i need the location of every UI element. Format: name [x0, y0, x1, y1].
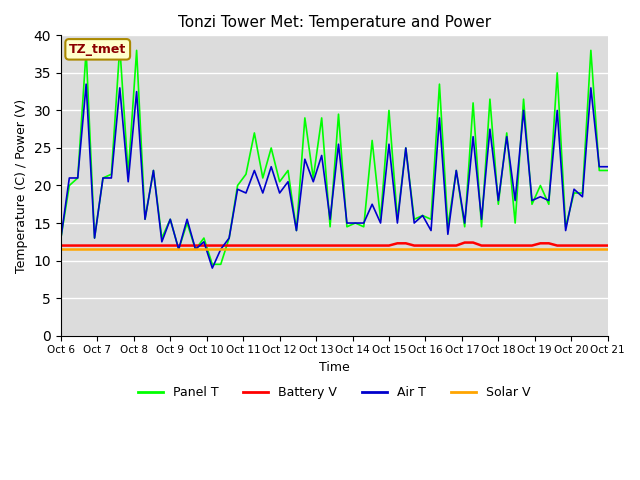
Solar V: [486, 246, 493, 252]
Solar V: [191, 246, 199, 252]
Air T: [242, 190, 250, 196]
Battery V: [461, 240, 468, 245]
Solar V: [292, 246, 300, 252]
Legend: Panel T, Battery V, Air T, Solar V: Panel T, Battery V, Air T, Solar V: [133, 382, 536, 405]
Solar V: [141, 246, 149, 252]
Air T: [57, 235, 65, 241]
Air T: [604, 164, 612, 169]
Line: Battery V: Battery V: [61, 242, 608, 246]
Air T: [309, 179, 317, 185]
Battery V: [99, 243, 107, 249]
Air T: [200, 239, 208, 245]
Panel T: [99, 175, 107, 181]
Panel T: [604, 168, 612, 173]
Panel T: [57, 235, 65, 241]
Panel T: [209, 262, 216, 267]
Battery V: [292, 243, 300, 249]
Panel T: [318, 115, 326, 121]
Panel T: [116, 44, 124, 49]
Y-axis label: Temperature (C) / Power (V): Temperature (C) / Power (V): [15, 98, 28, 273]
Line: Air T: Air T: [61, 84, 608, 268]
Battery V: [570, 243, 578, 249]
Battery V: [191, 243, 199, 249]
Panel T: [309, 175, 317, 181]
Title: Tonzi Tower Met: Temperature and Power: Tonzi Tower Met: Temperature and Power: [178, 15, 491, 30]
Air T: [318, 153, 326, 158]
Solar V: [225, 246, 233, 252]
Air T: [209, 265, 216, 271]
Solar V: [562, 246, 570, 252]
Panel T: [200, 235, 208, 241]
Battery V: [225, 243, 233, 249]
Panel T: [242, 171, 250, 177]
Air T: [108, 175, 115, 181]
Solar V: [57, 246, 65, 252]
X-axis label: Time: Time: [319, 361, 349, 374]
Panel T: [503, 130, 511, 136]
Solar V: [604, 246, 612, 252]
Battery V: [604, 243, 612, 249]
Battery V: [57, 243, 65, 249]
Line: Panel T: Panel T: [61, 47, 608, 264]
Battery V: [495, 243, 502, 249]
Air T: [83, 81, 90, 87]
Air T: [503, 134, 511, 140]
Text: TZ_tmet: TZ_tmet: [69, 43, 126, 56]
